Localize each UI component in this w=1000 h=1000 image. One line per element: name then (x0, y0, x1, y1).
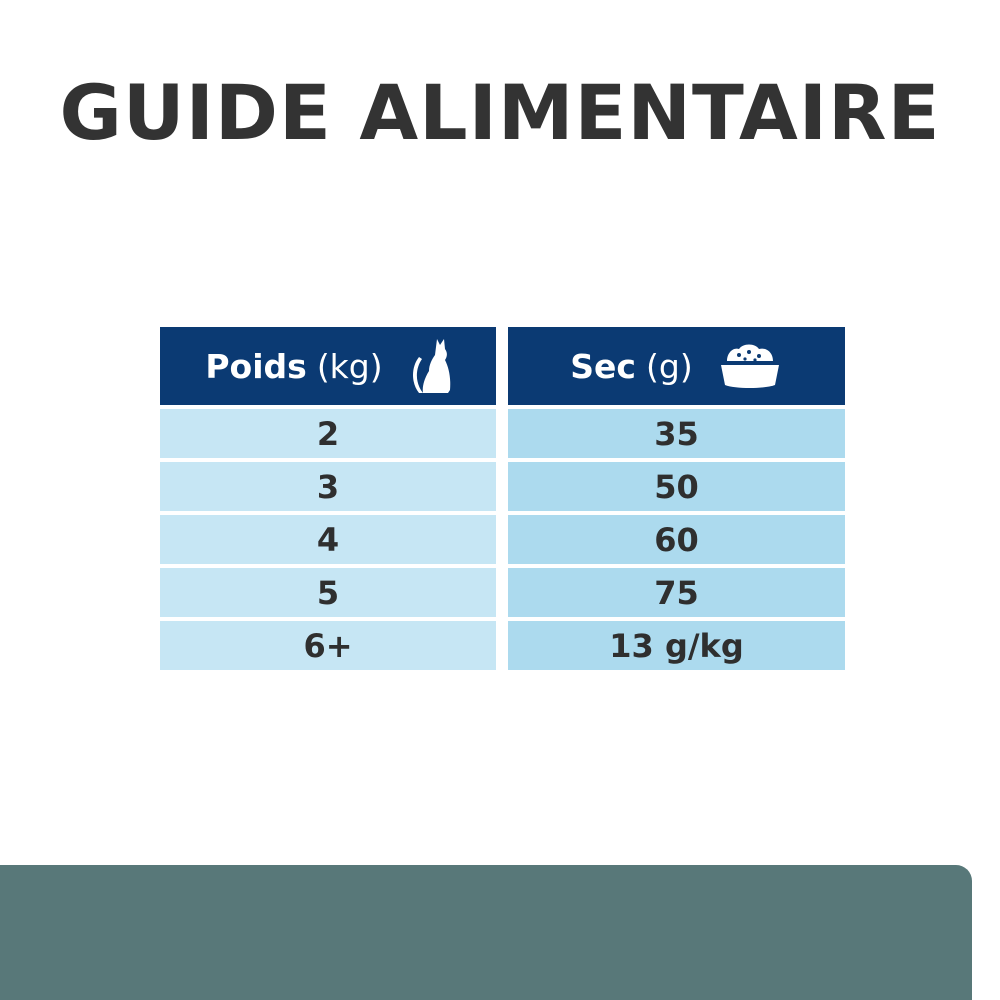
food-bowl-icon (720, 344, 779, 388)
weight-cell: 4 (160, 515, 496, 564)
page-title: GUIDE ALIMENTAIRE (59, 68, 941, 157)
weight-cell: 2 (160, 409, 496, 458)
header-dry: Sec (g) (508, 327, 845, 405)
weight-cell: 5 (160, 568, 496, 617)
dry-amount-cell: 35 (508, 409, 845, 458)
cat-icon (412, 339, 450, 393)
dry-amount-cell: 60 (508, 515, 845, 564)
dry-amount-cell: 75 (508, 568, 845, 617)
weight-cell: 3 (160, 462, 496, 511)
header-weight: Poids (kg) (160, 327, 496, 405)
header-dry-unit: (g) (646, 346, 693, 386)
dry-amount-cell: 13 g/kg (508, 621, 845, 670)
dry-amount-cell: 50 (508, 462, 845, 511)
header-weight-label: Poids (205, 346, 307, 386)
header-dry-label: Sec (570, 346, 636, 386)
weight-cell: 6+ (160, 621, 496, 670)
bottom-panel (0, 865, 972, 1000)
header-weight-unit: (kg) (316, 346, 383, 386)
